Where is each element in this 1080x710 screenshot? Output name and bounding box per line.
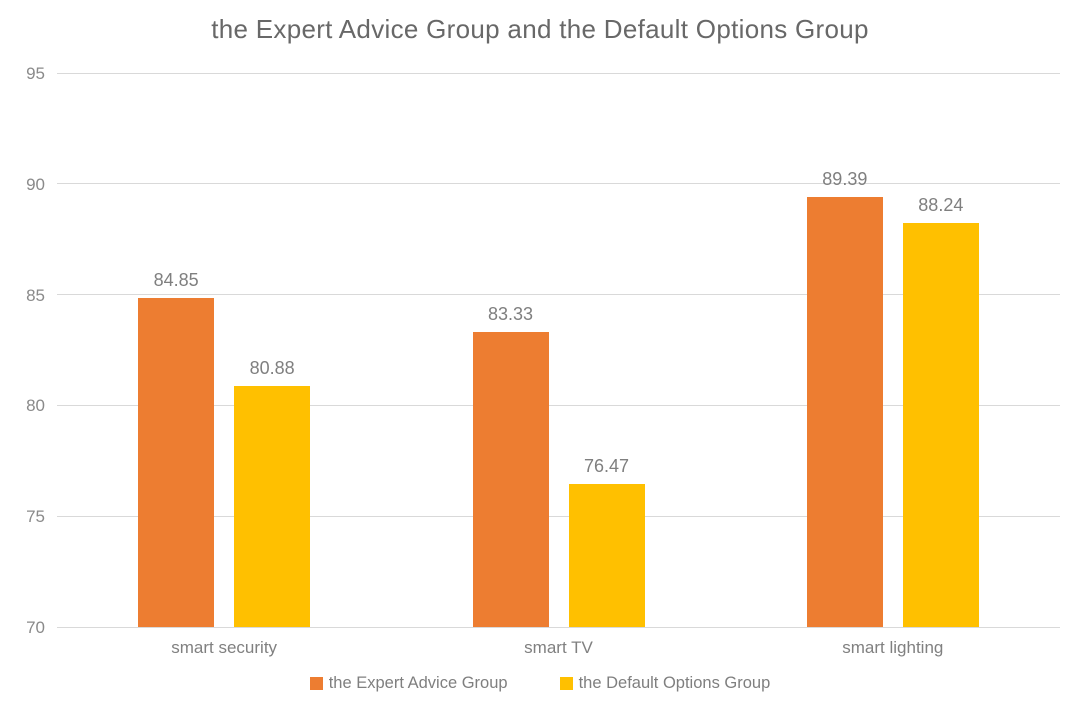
chart-title: the Expert Advice Group and the Default … (211, 14, 869, 44)
gridline (57, 294, 1060, 296)
bar-value-label: 88.24 (918, 194, 964, 215)
gridline (57, 183, 1060, 185)
gridline (57, 404, 1060, 406)
bar-value-label: 76.47 (583, 455, 630, 476)
y-axis-tick-label: 85 (26, 285, 45, 305)
y-axis-tick-label: 70 (26, 618, 45, 637)
legend: the Expert Advice Group the Default Optio… (0, 674, 1080, 693)
bar-value-label: 80.88 (249, 357, 295, 378)
bar-value-label: 84.85 (153, 269, 199, 290)
bar-value-label: 83.33 (487, 303, 534, 324)
gridline (57, 515, 1060, 517)
y-axis-tick-label: 90 (26, 174, 45, 194)
bar-expert-2 (806, 197, 883, 627)
x-axis-category-label: smart security (171, 638, 278, 657)
bar-expert-0 (138, 297, 215, 627)
x-axis-category-label: smart lighting (842, 638, 944, 657)
legend-label: the Default Options Group (578, 674, 771, 692)
legend-item-default-options: the Default Options Group (559, 674, 771, 693)
gridline (57, 626, 1060, 628)
y-axis-tick-label: 75 (26, 507, 45, 527)
x-axis-category-label: smart TV (524, 638, 593, 657)
y-axis-tick-label: 95 (26, 64, 45, 83)
gridline (57, 72, 1060, 74)
legend-swatch-icon (309, 677, 323, 690)
legend-swatch-icon (559, 677, 573, 690)
bar-expert-1 (472, 331, 549, 627)
bar-default-0 (234, 385, 311, 627)
bar-value-label: 89.39 (822, 169, 868, 190)
legend-item-expert-advice: the Expert Advice Group (309, 674, 508, 693)
bar-default-1 (568, 483, 645, 627)
legend-label: the Expert Advice Group (328, 674, 508, 692)
bar-default-2 (902, 222, 979, 627)
y-axis-tick-label: 80 (26, 396, 45, 416)
plot-area: 84.85 80.88 83.33 76.47 89.39 88.24 (57, 72, 1060, 628)
